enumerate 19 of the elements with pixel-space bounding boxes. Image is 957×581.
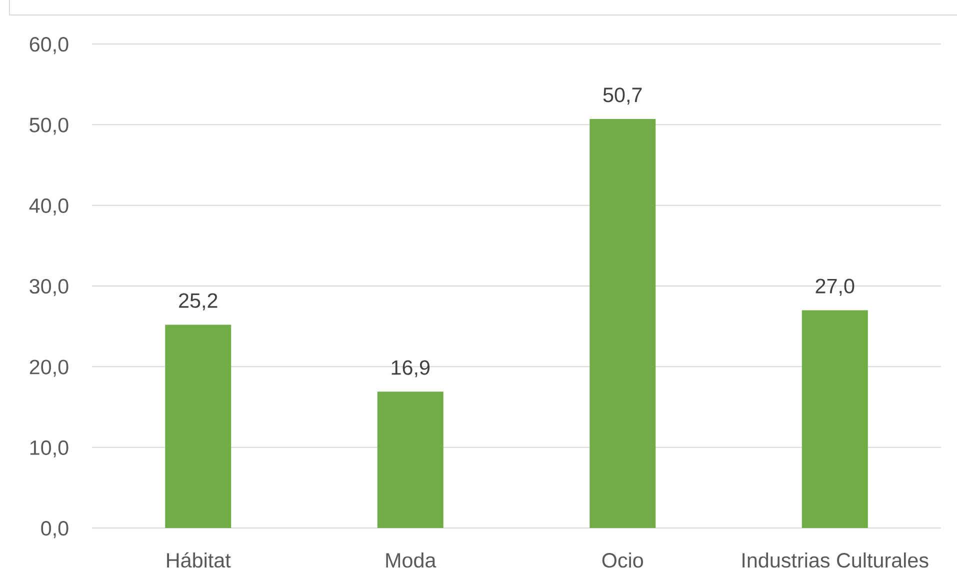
y-tick-label: 10,0 [30, 440, 68, 458]
data-label: 50,7 [603, 88, 642, 105]
data-label: 16,9 [392, 360, 430, 378]
y-tick-label: 50,0 [30, 118, 68, 135]
x-tick-label: Industrias Culturales [742, 552, 928, 568]
y-tick-label: 0,0 [41, 521, 68, 538]
bar [165, 324, 232, 528]
data-label: 27,0 [816, 278, 854, 296]
y-tick-label: 40,0 [29, 198, 68, 216]
x-tick-label: Moda [386, 552, 436, 568]
bar [802, 310, 868, 528]
x-tick-label: Ocio [602, 552, 644, 568]
y-tick-label: 60,0 [30, 37, 68, 54]
bar [377, 392, 444, 528]
y-tick-label: 30,0 [30, 279, 68, 296]
bar [590, 119, 656, 528]
y-tick-label: 20,0 [30, 360, 68, 377]
data-label: 25,2 [179, 293, 218, 310]
x-tick-label: Hábitat [167, 552, 231, 568]
